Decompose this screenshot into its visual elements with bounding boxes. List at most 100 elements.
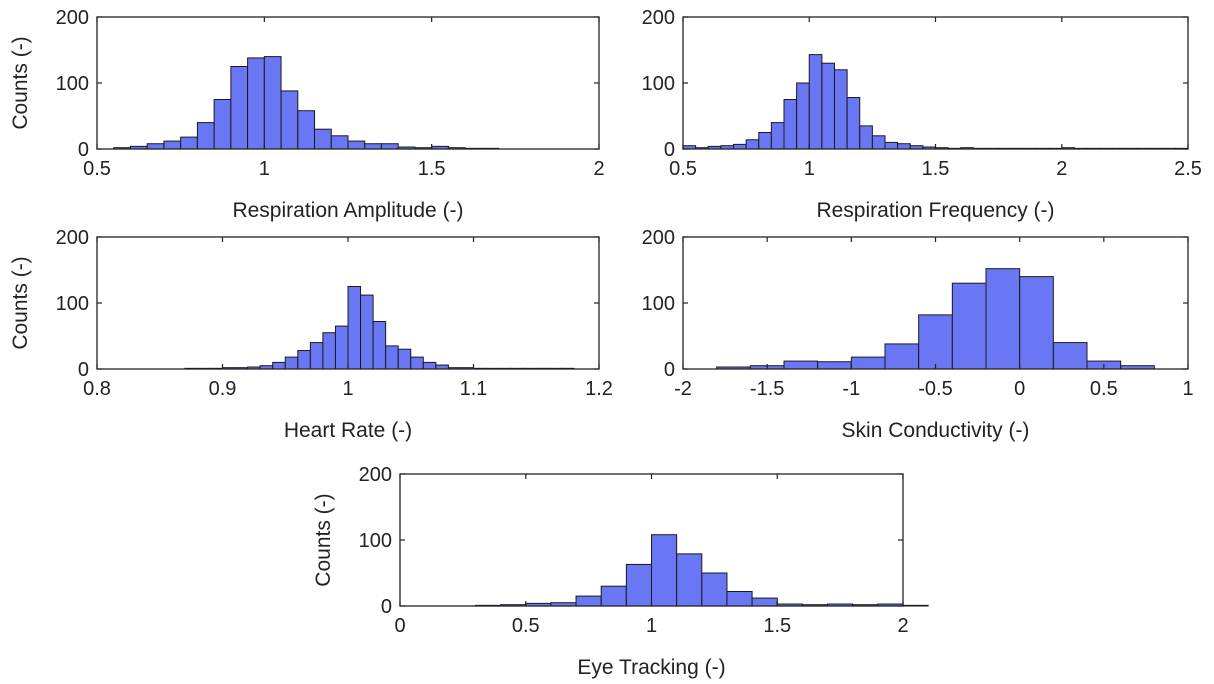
- histogram-panel-1: 0.5 1 1.5 2 0 100 200 Respiration Amplitude (-)…: [9, 7, 605, 222]
- x-axis-label: Respiration Amplitude (-): [232, 199, 463, 222]
- histogram-bar: [850, 356, 886, 370]
- histogram-bar: [146, 143, 165, 150]
- x-tick-label: 0.5: [1090, 378, 1118, 400]
- histogram-bar: [297, 110, 316, 150]
- x-tick-label: 1: [646, 615, 657, 637]
- histogram-bar: [410, 356, 424, 370]
- histogram-bar: [783, 99, 798, 150]
- histogram-bar: [751, 597, 778, 607]
- histogram-bar: [745, 139, 760, 150]
- histogram-bar: [213, 99, 232, 150]
- histogram-bar: [701, 572, 728, 607]
- x-tick-label: 1: [1182, 378, 1193, 400]
- histogram-bar: [918, 314, 953, 370]
- y-axis-label: Counts (-): [9, 36, 32, 129]
- histogram-bar: [360, 294, 374, 370]
- histogram-bar: [280, 90, 299, 150]
- x-tick-label: 2.5: [1174, 158, 1202, 180]
- histogram-bar: [796, 82, 810, 150]
- histogram-bar: [733, 143, 747, 150]
- x-axis-label: Respiration Frequency (-): [816, 199, 1054, 222]
- x-tick-label: 0.5: [512, 615, 540, 637]
- histogram-bar: [314, 128, 332, 150]
- y-tick-label: 0: [664, 139, 675, 161]
- histogram-bar: [297, 350, 311, 370]
- histogram-bar: [821, 62, 835, 150]
- y-tick-label: 100: [642, 73, 675, 95]
- plot-frame: [682, 16, 1189, 150]
- histogram-bar: [902, 604, 929, 607]
- y-tick-label: 200: [56, 227, 89, 249]
- histogram-bar: [817, 361, 852, 370]
- histogram-bar: [985, 268, 1021, 370]
- histogram-bar: [600, 585, 627, 607]
- x-tick-label: 1.2: [585, 378, 613, 400]
- histogram-panel-3: 0.8 0.9 1 1.1 1.2 0 100 200 Heart Rate (-) Counts…: [9, 227, 613, 442]
- x-tick-label: -1.5: [750, 378, 784, 400]
- histogram-bar: [263, 56, 282, 150]
- x-tick-label: 1.5: [922, 158, 950, 180]
- histogram-bar: [575, 595, 602, 607]
- y-tick-label: 200: [56, 7, 89, 29]
- histogram-bar: [884, 141, 899, 150]
- histogram-panel-4: -2 -1.5 -1 -0.5 0 0.5 1 0 100 200 Skin Conductivit…: [642, 227, 1194, 442]
- x-tick-label: 1: [342, 378, 353, 400]
- y-tick-label: 200: [642, 227, 675, 249]
- y-axis-label: Counts (-): [9, 256, 32, 349]
- x-tick-label: -1: [842, 378, 860, 400]
- histogram-bar: [808, 54, 823, 150]
- y-tick-label: 0: [78, 359, 89, 381]
- histogram-bar: [380, 143, 399, 150]
- y-tick-label: 0: [664, 359, 675, 381]
- histogram-bar: [1019, 276, 1054, 370]
- y-tick-label: 100: [359, 530, 392, 552]
- x-tick-label: 1: [804, 158, 815, 180]
- histogram-bar: [372, 320, 387, 370]
- histogram-bar: [180, 136, 198, 150]
- histogram-bar: [322, 332, 336, 370]
- x-tick-label: 1.1: [460, 378, 488, 400]
- histogram-bar: [884, 343, 920, 370]
- x-tick-label: 0.9: [209, 378, 237, 400]
- x-axis-label: Skin Conductivity (-): [842, 419, 1030, 442]
- x-tick-label: 2: [1056, 158, 1067, 180]
- histogram-bar: [397, 348, 412, 370]
- plot-frame: [96, 16, 600, 150]
- x-tick-label: 0: [394, 615, 405, 637]
- y-tick-label: 100: [642, 293, 675, 315]
- histogram-bar: [783, 360, 819, 370]
- histogram-bar: [834, 69, 848, 150]
- x-tick-label: -0.5: [918, 378, 952, 400]
- x-tick-label: 1.5: [763, 615, 791, 637]
- histogram-bar: [726, 590, 753, 607]
- histogram-bar: [163, 140, 182, 150]
- x-tick-label: 0: [1014, 378, 1025, 400]
- x-tick-label: 0.8: [83, 378, 111, 400]
- x-tick-label: 0.5: [83, 158, 111, 180]
- x-tick-label: 1.5: [418, 158, 446, 180]
- histogram-bar: [247, 57, 265, 150]
- histogram-bar: [897, 143, 911, 150]
- histogram-bar: [846, 97, 861, 150]
- x-tick-label: -2: [674, 378, 692, 400]
- y-axis-label: Counts (-): [312, 493, 335, 586]
- histogram-bar: [284, 356, 299, 370]
- histogram-bar: [347, 286, 362, 370]
- histogram-bar: [859, 125, 873, 150]
- histogram-bar: [758, 132, 772, 150]
- y-tick-label: 100: [56, 293, 89, 315]
- histogram-bar: [272, 361, 286, 370]
- y-tick-label: 0: [78, 139, 89, 161]
- histogram-bar: [309, 342, 324, 370]
- x-axis-label: Heart Rate (-): [284, 419, 412, 442]
- x-tick-label: 2: [593, 158, 604, 180]
- y-tick-label: 200: [642, 7, 675, 29]
- histogram-bar: [364, 143, 382, 150]
- histogram-bar: [871, 135, 886, 150]
- histogram-bar: [770, 122, 785, 150]
- y-tick-label: 0: [381, 596, 392, 618]
- histogram-bar: [385, 345, 399, 370]
- histogram-bar: [330, 135, 349, 150]
